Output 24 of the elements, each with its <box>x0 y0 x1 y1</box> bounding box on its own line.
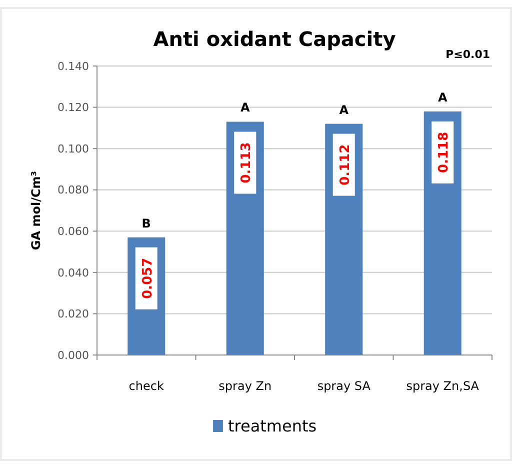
text: P≤0.01 <box>446 48 490 61</box>
y-axis-title: GA mol/Cm³ <box>29 170 43 250</box>
y-tick-label: 0.080 <box>58 184 89 197</box>
chart-title: Anti oxidant Capacity <box>153 27 396 51</box>
data-label: 0.113 <box>239 142 254 184</box>
data-label: 0.118 <box>436 132 452 173</box>
y-tick-label: 0.000 <box>58 348 89 362</box>
y-tick-label: 0.060 <box>58 224 89 238</box>
annotation: A <box>240 100 250 115</box>
x-tick-label: check <box>128 379 164 393</box>
y-tick-label: 0.020 <box>58 308 89 321</box>
x-tick-label: spray SA <box>317 379 372 393</box>
y-tick-label: 0.100 <box>58 142 89 156</box>
y-tick-label: 0.040 <box>58 266 89 280</box>
annotation: A <box>438 90 448 104</box>
y-tick-label: 0.140 <box>58 60 89 73</box>
x-tick-label: spray Zn,SA <box>406 379 480 393</box>
legend-label: treatments <box>228 416 317 436</box>
data-label: 0.057 <box>140 258 156 299</box>
annotation: A <box>339 102 350 117</box>
x-tick-label: spray Zn <box>218 379 272 393</box>
annotation: B <box>142 216 151 230</box>
y-tick-label: 0.120 <box>58 101 89 114</box>
data-label: 0.112 <box>338 144 353 186</box>
